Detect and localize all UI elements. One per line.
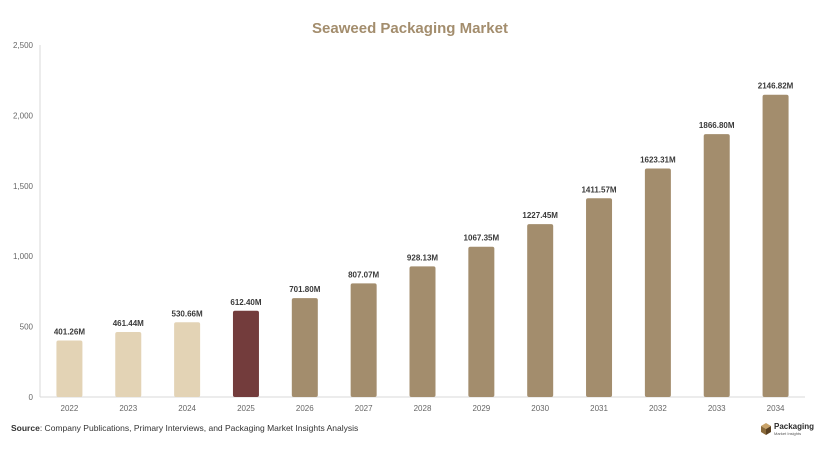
x-tick-label: 2028 bbox=[414, 404, 432, 413]
x-tick-label: 2026 bbox=[296, 404, 314, 413]
y-tick-label: 2,000 bbox=[13, 111, 34, 120]
data-label: 1067.35M bbox=[464, 234, 500, 243]
y-tick-label: 1,500 bbox=[13, 182, 34, 191]
brand-logo: Packaging Market Insights bbox=[761, 422, 814, 436]
x-tick-label: 2032 bbox=[649, 404, 667, 413]
data-label: 612.40M bbox=[230, 298, 261, 307]
x-tick-label: 2030 bbox=[531, 404, 549, 413]
bar-2030 bbox=[527, 224, 554, 397]
data-label: 1866.80M bbox=[699, 121, 735, 130]
bar-2026 bbox=[291, 298, 318, 397]
data-label: 401.26M bbox=[54, 328, 85, 337]
data-label: 1623.31M bbox=[640, 155, 676, 164]
bar-2028 bbox=[409, 266, 436, 397]
data-labels: 401.26M 461.44M 530.66M 612.40M 701.80M 807.0… bbox=[54, 82, 794, 337]
data-label: 1227.45M bbox=[522, 211, 558, 220]
bar-2032 bbox=[644, 168, 671, 397]
brand-tagline: Market Insights bbox=[774, 431, 802, 436]
bar-2025 bbox=[232, 310, 259, 397]
x-tick-label: 2034 bbox=[767, 404, 785, 413]
y-axis: 0 500 1,000 1,500 2,000 2,500 bbox=[13, 41, 34, 402]
y-tick-label: 2,500 bbox=[13, 41, 34, 50]
bar-2029 bbox=[468, 246, 495, 397]
source-text: : Company Publications, Primary Intervie… bbox=[39, 423, 359, 433]
x-tick-label: 2022 bbox=[61, 404, 79, 413]
x-tick-label: 2025 bbox=[237, 404, 255, 413]
data-label: 1411.57M bbox=[581, 185, 616, 194]
data-label: 807.07M bbox=[348, 270, 379, 279]
bars bbox=[56, 94, 789, 398]
brand-name: Packaging bbox=[774, 422, 815, 431]
source-label: Source bbox=[11, 423, 40, 433]
bar-2031 bbox=[586, 198, 613, 397]
x-tick-label: 2033 bbox=[708, 404, 726, 413]
chart-title: Seaweed Packaging Market bbox=[312, 20, 508, 37]
data-label: 2146.82M bbox=[758, 82, 794, 91]
x-tick-label: 2027 bbox=[355, 404, 373, 413]
bar-2024 bbox=[174, 322, 201, 397]
data-label: 530.66M bbox=[172, 309, 203, 318]
y-tick-label: 500 bbox=[20, 323, 34, 332]
bar-2022 bbox=[56, 340, 83, 397]
y-tick-label: 0 bbox=[29, 393, 34, 402]
x-tick-label: 2031 bbox=[590, 404, 608, 413]
data-label: 928.13M bbox=[407, 253, 438, 262]
x-tick-label: 2029 bbox=[472, 404, 490, 413]
bar-2033 bbox=[703, 134, 730, 398]
source-note: Source: Company Publications, Primary In… bbox=[11, 423, 358, 433]
y-tick-label: 1,000 bbox=[13, 252, 34, 261]
bar-2034 bbox=[762, 94, 789, 397]
data-label: 461.44M bbox=[113, 319, 144, 328]
bar-2027 bbox=[350, 283, 377, 397]
x-axis: 2022 2023 2024 2025 2026 2027 2028 2029 2030 2031… bbox=[61, 404, 786, 413]
data-label: 701.80M bbox=[289, 285, 320, 294]
bar-2023 bbox=[115, 332, 142, 397]
cube-logo-icon bbox=[761, 423, 771, 435]
x-tick-label: 2023 bbox=[119, 404, 137, 413]
x-tick-label: 2024 bbox=[178, 404, 196, 413]
